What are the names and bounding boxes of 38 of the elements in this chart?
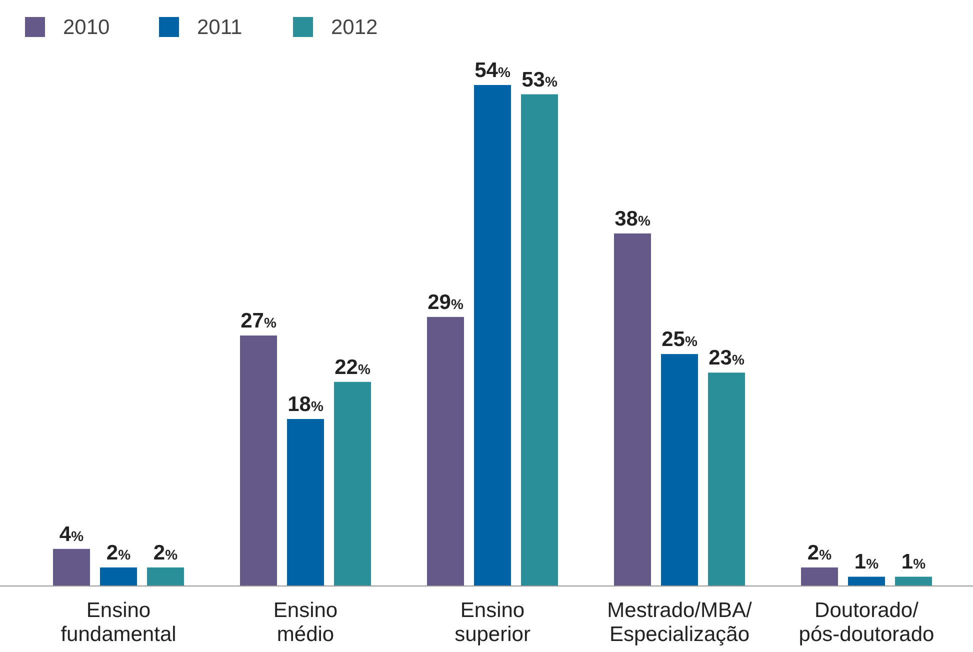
bar — [334, 382, 371, 586]
data-label: 2% — [153, 541, 178, 564]
data-label: 1% — [854, 550, 880, 574]
data-label: 4% — [59, 522, 84, 546]
bar — [848, 576, 885, 586]
x-tick-label: Doutorado/ pós-doutorado — [798, 599, 934, 646]
legend-label: 2011 — [197, 16, 242, 39]
x-tick-label: Mestrado/MBA/ Especialização — [607, 599, 752, 646]
bar — [240, 336, 277, 586]
data-label: 27% — [240, 310, 277, 332]
data-label: 29% — [428, 290, 464, 314]
legend-label: 2012 — [331, 16, 378, 39]
data-label: 54% — [474, 59, 511, 82]
bar — [895, 576, 932, 586]
bar — [474, 85, 511, 586]
data-label: 38% — [614, 207, 651, 230]
data-label: 22% — [334, 356, 371, 379]
bar — [147, 567, 184, 586]
x-tick-label: Ensino médio — [273, 599, 338, 646]
bar — [287, 419, 324, 586]
data-label: 2% — [807, 541, 832, 564]
data-label: 18% — [288, 393, 324, 416]
data-label: 2% — [106, 541, 132, 564]
bar — [614, 233, 651, 586]
data-label: 1% — [901, 550, 926, 574]
x-tick-label: Ensino superior — [454, 599, 530, 646]
bar — [427, 316, 464, 586]
x-tick-label: Ensino fundamental — [60, 599, 176, 646]
bar — [100, 567, 137, 586]
data-label: 53% — [522, 68, 558, 92]
bar — [801, 567, 838, 586]
bar — [53, 548, 90, 586]
data-label: 23% — [708, 346, 745, 370]
bar — [661, 354, 698, 586]
bar — [521, 94, 558, 586]
legend-label: 2010 — [63, 16, 110, 39]
data-label: 25% — [662, 328, 698, 352]
bar — [708, 372, 745, 586]
